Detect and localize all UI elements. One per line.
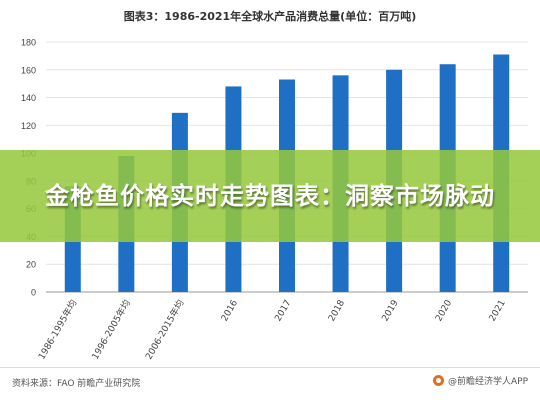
- brand-text: @前瞻经济学人APP: [447, 377, 528, 387]
- x-tick-label: 2006-2015年均: [143, 298, 187, 362]
- y-tick-label: 0: [31, 288, 36, 298]
- x-tick-label: 2020: [434, 298, 454, 323]
- x-tick-label: 2019: [381, 298, 401, 323]
- y-tick-label: 120: [21, 121, 36, 131]
- y-tick-label: 180: [21, 38, 36, 48]
- y-tick-label: 20: [26, 260, 36, 270]
- brand-logo-icon: [432, 375, 444, 386]
- footer-divider: [0, 367, 540, 368]
- source-note: 资料来源：FAO 前瞻产业研究院: [12, 379, 141, 389]
- x-tick-label: 2016: [220, 298, 240, 323]
- x-tick-label: 2018: [327, 298, 347, 323]
- headline-text: 金枪鱼价格实时走势图表：洞察市场脉动: [45, 182, 495, 210]
- y-tick-label: 140: [21, 93, 36, 103]
- x-tick-label: 1996-2005年均: [89, 298, 133, 362]
- chart-title: 图表3：1986-2021年全球水产品消费总量(单位：百万吨): [123, 10, 417, 23]
- x-axis-ticks: 1986-1995年均 1996-2005年均 2006-2015年均 2016 201…: [35, 298, 507, 362]
- x-tick-label: 1986-1995年均: [35, 298, 79, 362]
- x-tick-label: 2021: [488, 299, 508, 324]
- brand-credit: @前瞻经济学人APP: [432, 374, 528, 387]
- headline-banner: 金枪鱼价格实时走势图表：洞察市场脉动: [0, 150, 540, 242]
- x-tick-label: 2017: [273, 299, 293, 324]
- y-tick-label: 160: [21, 65, 36, 75]
